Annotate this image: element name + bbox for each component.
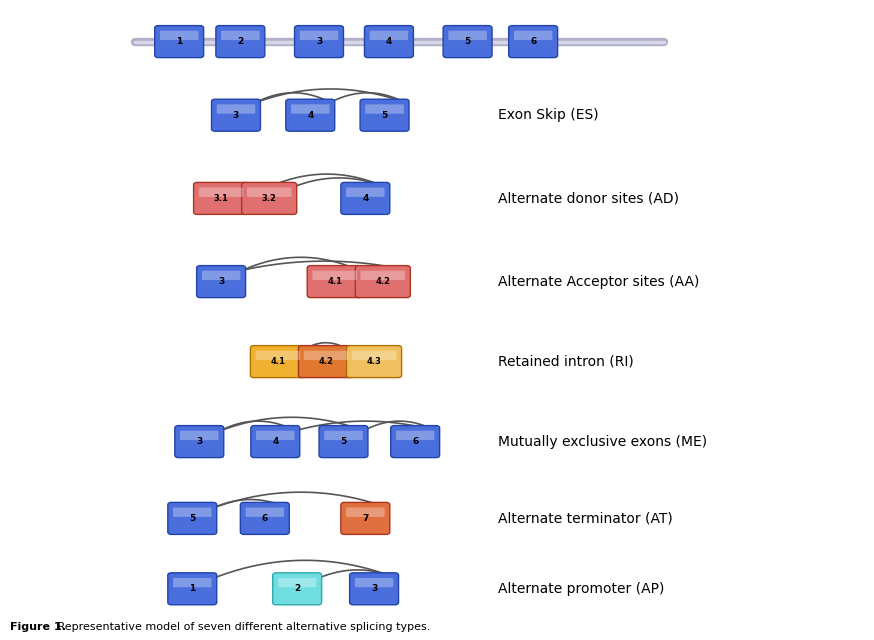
FancyBboxPatch shape — [355, 578, 393, 588]
FancyBboxPatch shape — [304, 351, 348, 360]
FancyBboxPatch shape — [360, 271, 405, 280]
Text: 4.2: 4.2 — [318, 357, 334, 366]
FancyBboxPatch shape — [360, 99, 409, 131]
FancyBboxPatch shape — [346, 508, 385, 517]
FancyBboxPatch shape — [350, 573, 399, 605]
FancyBboxPatch shape — [173, 508, 212, 517]
FancyBboxPatch shape — [341, 502, 390, 534]
FancyBboxPatch shape — [351, 351, 396, 360]
FancyBboxPatch shape — [355, 266, 411, 298]
FancyBboxPatch shape — [155, 26, 204, 58]
FancyBboxPatch shape — [295, 26, 343, 58]
FancyBboxPatch shape — [365, 104, 404, 114]
FancyBboxPatch shape — [346, 188, 385, 197]
FancyBboxPatch shape — [291, 104, 329, 114]
Text: Representative model of seven different alternative splicing types.: Representative model of seven different … — [54, 622, 430, 632]
Text: 7: 7 — [362, 514, 369, 523]
FancyBboxPatch shape — [256, 431, 295, 440]
Text: 3: 3 — [218, 277, 225, 286]
FancyBboxPatch shape — [240, 502, 289, 534]
FancyBboxPatch shape — [197, 266, 246, 298]
FancyBboxPatch shape — [286, 99, 335, 131]
FancyBboxPatch shape — [251, 426, 300, 458]
Text: 4.1: 4.1 — [270, 357, 286, 366]
Text: 6: 6 — [261, 514, 268, 523]
FancyBboxPatch shape — [346, 346, 401, 378]
FancyBboxPatch shape — [180, 431, 218, 440]
Text: 3: 3 — [371, 584, 378, 593]
Text: 5: 5 — [464, 37, 471, 46]
Text: 4: 4 — [385, 37, 392, 46]
FancyBboxPatch shape — [217, 104, 255, 114]
Text: 3: 3 — [316, 37, 323, 46]
FancyBboxPatch shape — [168, 502, 217, 534]
FancyBboxPatch shape — [160, 31, 198, 40]
FancyBboxPatch shape — [391, 426, 440, 458]
FancyBboxPatch shape — [246, 188, 291, 197]
FancyBboxPatch shape — [241, 182, 296, 214]
FancyBboxPatch shape — [443, 26, 492, 58]
Text: Mutually exclusive exons (ME): Mutually exclusive exons (ME) — [498, 435, 707, 449]
FancyBboxPatch shape — [221, 31, 260, 40]
FancyBboxPatch shape — [448, 31, 487, 40]
Text: 2: 2 — [294, 584, 301, 593]
FancyBboxPatch shape — [313, 271, 357, 280]
Text: Alternate donor sites (AD): Alternate donor sites (AD) — [498, 191, 679, 205]
Text: 3.1: 3.1 — [213, 194, 229, 203]
Text: 6: 6 — [412, 437, 419, 446]
FancyBboxPatch shape — [509, 26, 558, 58]
Text: 3.2: 3.2 — [261, 194, 277, 203]
Text: 5: 5 — [381, 111, 388, 120]
FancyBboxPatch shape — [168, 573, 217, 605]
FancyBboxPatch shape — [246, 508, 284, 517]
Text: Exon Skip (ES): Exon Skip (ES) — [498, 108, 599, 122]
Text: 2: 2 — [237, 37, 244, 46]
Text: 4.3: 4.3 — [366, 357, 382, 366]
FancyBboxPatch shape — [255, 351, 301, 360]
FancyBboxPatch shape — [175, 426, 224, 458]
FancyBboxPatch shape — [199, 188, 243, 197]
Text: 1: 1 — [189, 584, 196, 593]
Text: 4.2: 4.2 — [375, 277, 391, 286]
Text: 5: 5 — [189, 514, 196, 523]
FancyBboxPatch shape — [341, 182, 390, 214]
FancyBboxPatch shape — [396, 431, 434, 440]
Text: 3: 3 — [196, 437, 203, 446]
FancyBboxPatch shape — [300, 31, 338, 40]
FancyBboxPatch shape — [273, 573, 322, 605]
Text: Alternate Acceptor sites (AA): Alternate Acceptor sites (AA) — [498, 275, 699, 289]
FancyBboxPatch shape — [324, 431, 363, 440]
FancyBboxPatch shape — [364, 26, 413, 58]
FancyBboxPatch shape — [216, 26, 265, 58]
FancyBboxPatch shape — [212, 99, 260, 131]
Text: 4: 4 — [272, 437, 279, 446]
Text: 6: 6 — [530, 37, 537, 46]
FancyBboxPatch shape — [370, 31, 408, 40]
Text: Alternate promoter (AP): Alternate promoter (AP) — [498, 582, 664, 596]
Text: 4: 4 — [362, 194, 369, 203]
FancyBboxPatch shape — [319, 426, 368, 458]
Text: 3: 3 — [232, 111, 239, 120]
Text: 5: 5 — [340, 437, 347, 446]
Text: 4: 4 — [307, 111, 314, 120]
Text: Figure 1.: Figure 1. — [10, 622, 66, 632]
FancyBboxPatch shape — [298, 346, 353, 378]
Text: Retained intron (RI): Retained intron (RI) — [498, 355, 634, 369]
Text: 1: 1 — [176, 37, 183, 46]
Text: Alternate terminator (AT): Alternate terminator (AT) — [498, 511, 673, 525]
FancyBboxPatch shape — [173, 578, 212, 588]
Text: 4.1: 4.1 — [327, 277, 343, 286]
FancyBboxPatch shape — [250, 346, 306, 378]
FancyBboxPatch shape — [194, 182, 248, 214]
FancyBboxPatch shape — [278, 578, 316, 588]
FancyBboxPatch shape — [514, 31, 552, 40]
FancyBboxPatch shape — [202, 271, 240, 280]
FancyBboxPatch shape — [307, 266, 362, 298]
